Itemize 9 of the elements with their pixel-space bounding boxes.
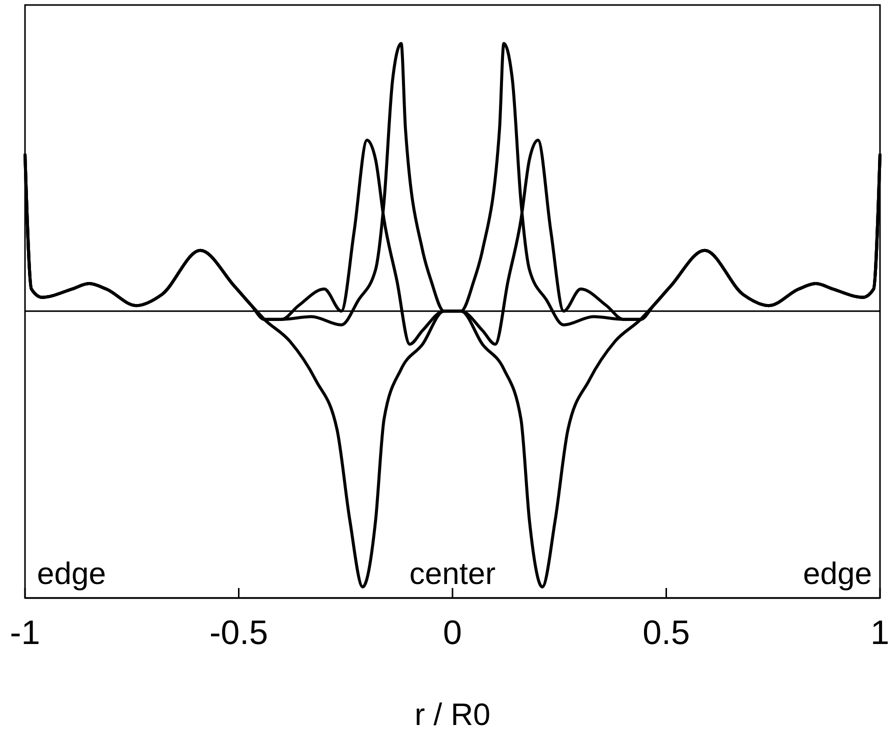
annotation: edge xyxy=(37,556,106,591)
x-tick-label: -1 xyxy=(10,614,40,652)
x-axis-title: r / R0 xyxy=(414,697,490,732)
x-tick-label: 1 xyxy=(870,614,890,652)
x-tick-label: -0.5 xyxy=(209,614,268,652)
x-tick-label: 0.5 xyxy=(642,614,690,652)
x-tick-label: 0 xyxy=(443,614,462,652)
annotation: edge xyxy=(803,556,872,591)
annotation: center xyxy=(409,556,496,591)
